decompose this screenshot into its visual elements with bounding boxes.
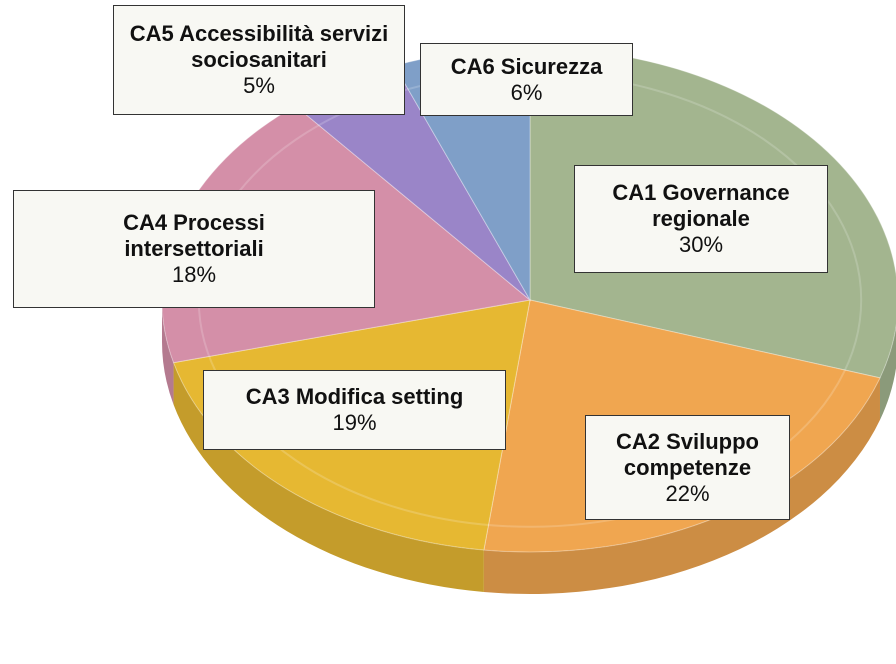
label-text: CA3 Modifica setting 19% [210,384,500,436]
percent-label: 18% [171,262,217,287]
category-name: CA4 Processi intersettoriali [123,210,265,261]
data-label: CA5 Accessibilità servizi sociosanitari 5… [113,5,405,115]
label-text: CA1 Governance regionale 30% [601,180,801,258]
label-text: CA2 Sviluppo competenze 22% [598,429,778,507]
percent-label: 5% [243,73,275,98]
percent-label: 6% [510,79,543,105]
category-name: CA5 Accessibilità servizi sociosanitari [129,21,389,72]
slice-side [162,300,174,405]
percent-label: 22% [665,480,710,506]
data-label: CA4 Processi intersettoriali 18% [13,190,375,308]
label-text: CA6 Sicurezza 6% [424,54,629,106]
data-label: CA3 Modifica setting 19% [203,370,506,450]
data-label: CA1 Governance regionale 30% [574,165,828,273]
category-name: CA6 Sicurezza [450,53,603,79]
percent-label: 30% [678,232,724,257]
category-name: CA3 Modifica setting [245,384,464,409]
data-label: CA2 Sviluppo competenze 22% [585,415,790,520]
label-text: CA5 Accessibilità servizi sociosanitari 5… [119,21,399,99]
percent-label: 19% [332,410,377,435]
slice-side [173,362,484,593]
category-name: CA2 Sviluppo competenze [615,428,759,480]
category-name: CA1 Governance regionale [612,180,790,231]
data-label: CA6 Sicurezza 6% [420,43,633,116]
label-text: CA4 Processi intersettoriali 18% [84,210,304,288]
slice-side [483,377,880,594]
slice-side [879,325,896,420]
